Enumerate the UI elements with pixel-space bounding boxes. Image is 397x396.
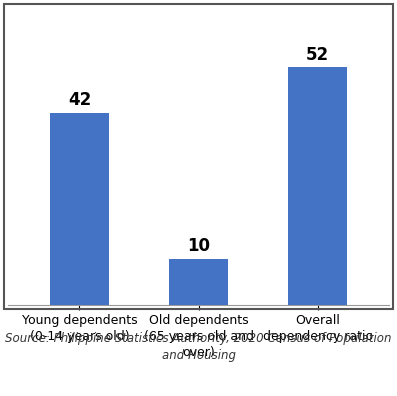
Bar bbox=[169, 259, 228, 305]
Text: 10: 10 bbox=[187, 237, 210, 255]
Text: Source: Philippine Statistics Authority, 2020 Census of Population
and Housing: Source: Philippine Statistics Authority,… bbox=[5, 333, 392, 362]
Bar bbox=[288, 67, 347, 305]
Text: 52: 52 bbox=[306, 46, 329, 64]
Bar bbox=[50, 113, 109, 305]
Text: 42: 42 bbox=[68, 91, 91, 109]
